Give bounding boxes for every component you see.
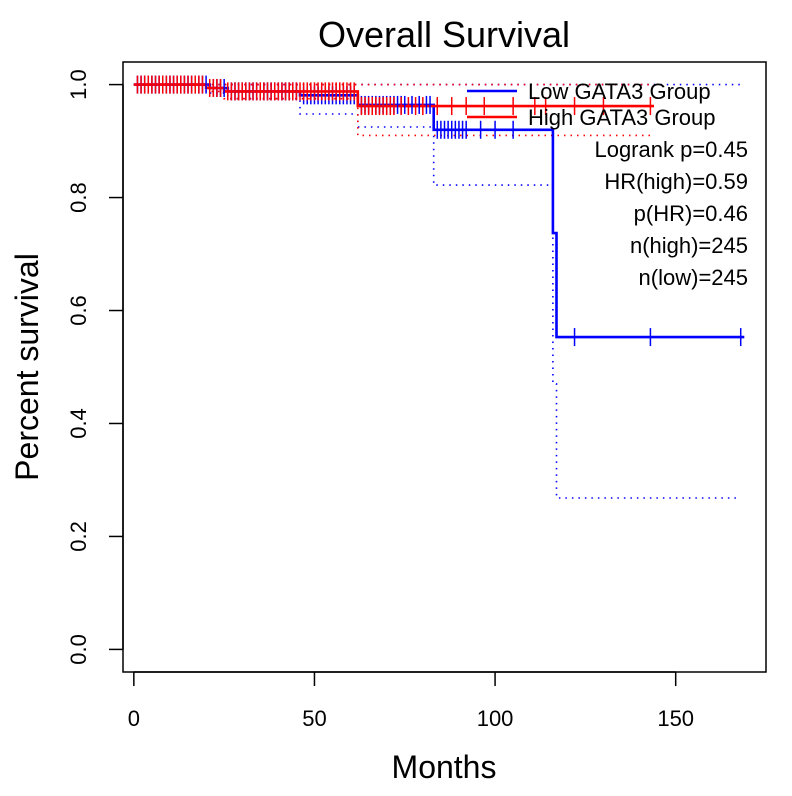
y-tick-label: 1.0 <box>66 69 91 100</box>
x-tick-label: 0 <box>128 706 140 731</box>
y-tick-label: 0.8 <box>66 182 91 213</box>
axes: 0 50 100 150 0.0 0.2 0.4 0.6 0.8 1.0 <box>66 69 694 731</box>
y-tick-label: 0.2 <box>66 521 91 552</box>
y-tick-label: 0.0 <box>66 634 91 665</box>
stat-annotation: HR(high)=0.59 <box>604 169 748 194</box>
y-tick-label: 0.4 <box>66 408 91 439</box>
stat-annotation: n(low)=245 <box>639 265 748 290</box>
x-tick-label: 100 <box>477 706 514 731</box>
x-tick-label: 50 <box>302 706 326 731</box>
chart-title: Overall Survival <box>318 14 570 55</box>
stat-annotation: n(high)=245 <box>630 233 748 258</box>
legend-label: High GATA3 Group <box>528 105 715 130</box>
censor-marks <box>136 75 742 347</box>
x-tick-label: 150 <box>657 706 694 731</box>
y-axis-label: Percent survival <box>9 253 45 481</box>
confidence-intervals <box>133 83 745 499</box>
legend-label: Low GATA3 Group <box>528 79 711 104</box>
stat-annotation: p(HR)=0.46 <box>634 201 748 226</box>
statistics-annotations: Logrank p=0.45 HR(high)=0.59 p(HR)=0.46 n(h… <box>594 137 748 290</box>
stat-annotation: Logrank p=0.45 <box>594 137 748 162</box>
x-axis-label: Months <box>392 749 497 785</box>
y-tick-label: 0.6 <box>66 295 91 326</box>
